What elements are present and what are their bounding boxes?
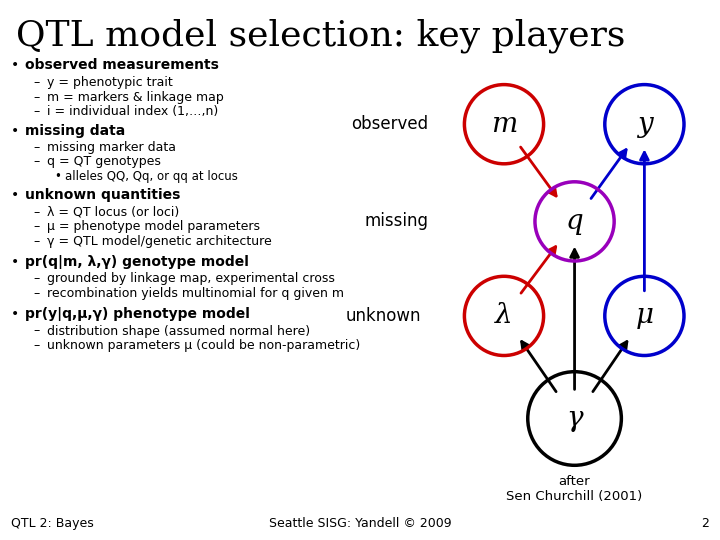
Text: –: – [34,272,40,285]
Text: γ: γ [566,405,583,432]
Text: –: – [34,287,40,300]
Text: alleles QQ, Qq, or qq at locus: alleles QQ, Qq, or qq at locus [65,170,238,183]
Text: pr(y|q,μ,γ) phenotype model: pr(y|q,μ,γ) phenotype model [25,307,250,321]
Text: •: • [11,188,19,202]
Text: q = QT genotypes: q = QT genotypes [47,156,161,168]
Text: –: – [34,76,40,89]
Text: –: – [34,141,40,154]
Text: m: m [491,111,517,138]
Text: –: – [34,339,40,352]
Text: unknown quantities: unknown quantities [25,188,181,202]
Text: •: • [54,170,61,183]
Text: –: – [34,105,40,118]
Text: μ = phenotype model parameters: μ = phenotype model parameters [47,220,260,233]
Text: •: • [11,124,19,138]
Text: –: – [34,235,40,248]
Text: distribution shape (assumed normal here): distribution shape (assumed normal here) [47,325,310,338]
Text: observed measurements: observed measurements [25,58,219,72]
Text: –: – [34,325,40,338]
Text: 2: 2 [701,517,709,530]
Text: missing: missing [364,212,428,231]
Text: pr(q|m, λ,γ) genotype model: pr(q|m, λ,γ) genotype model [25,255,249,269]
Text: grounded by linkage map, experimental cross: grounded by linkage map, experimental cr… [47,272,335,285]
Text: λ = QT locus (or loci): λ = QT locus (or loci) [47,206,179,219]
Text: recombination yields multinomial for q given m: recombination yields multinomial for q g… [47,287,344,300]
Text: QTL 2: Bayes: QTL 2: Bayes [11,517,94,530]
Text: missing marker data: missing marker data [47,141,176,154]
Text: Seattle SISG: Yandell © 2009: Seattle SISG: Yandell © 2009 [269,517,451,530]
Text: observed: observed [351,115,428,133]
Text: y: y [636,111,652,138]
Text: q: q [566,208,583,235]
Text: –: – [34,220,40,233]
Text: QTL model selection: key players: QTL model selection: key players [16,19,625,53]
Text: unknown: unknown [346,307,421,325]
Text: •: • [11,255,19,269]
Text: γ = QTL model/genetic architecture: γ = QTL model/genetic architecture [47,235,271,248]
Text: •: • [11,58,19,72]
Text: •: • [11,307,19,321]
Text: after
Sen Churchill (2001): after Sen Churchill (2001) [506,475,643,503]
Text: –: – [34,156,40,168]
Text: λ: λ [495,302,513,329]
Text: i = individual index (1,…,n): i = individual index (1,…,n) [47,105,218,118]
Text: –: – [34,91,40,104]
Text: μ: μ [635,302,654,329]
Text: y = phenotypic trait: y = phenotypic trait [47,76,173,89]
Text: unknown parameters μ (could be non-parametric): unknown parameters μ (could be non-param… [47,339,360,352]
Text: m = markers & linkage map: m = markers & linkage map [47,91,223,104]
Text: missing data: missing data [25,124,125,138]
Text: –: – [34,206,40,219]
